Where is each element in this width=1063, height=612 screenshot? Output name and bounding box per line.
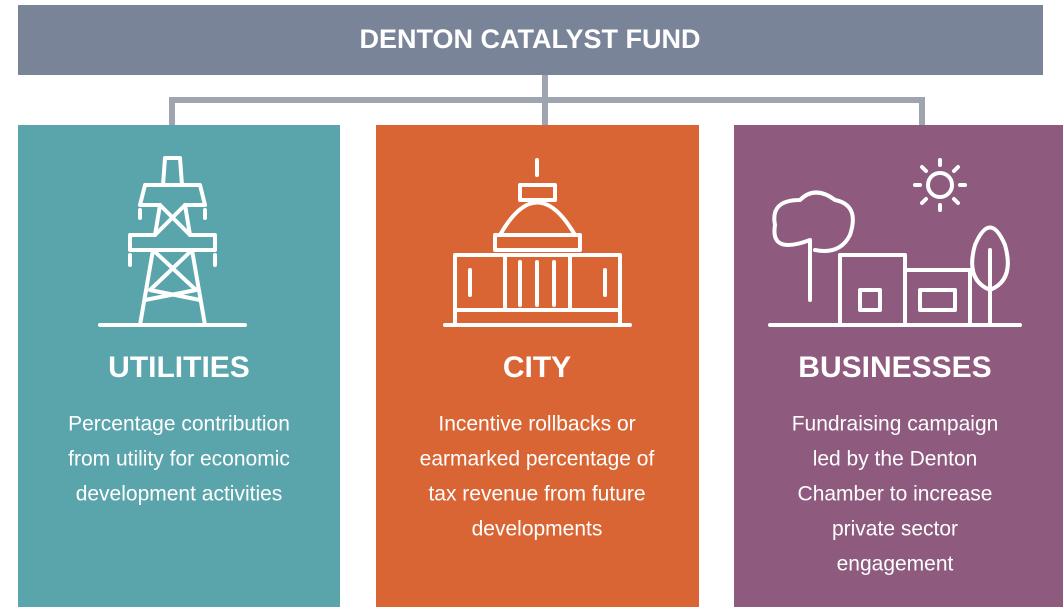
node-description: Incentive rollbacks or [438,413,635,436]
node-title: BUSINESSES [798,351,991,384]
node-description: developments [472,518,603,541]
header-bar [18,5,1043,75]
node-description: Fundraising campaign [792,413,999,436]
connectors [169,75,925,125]
node-description: earmarked percentage of [420,448,655,471]
node-box [376,125,699,607]
node-title: CITY [503,351,571,384]
node-box [734,125,1063,607]
capitol-icon [443,158,632,327]
node-description: Percentage contribution [68,413,290,436]
node-description: engagement [837,553,954,576]
node-description: private sector [832,518,958,541]
node-description: tax revenue from future [428,483,645,506]
node-title: UTILITIES [108,351,250,384]
node-description: from utility for economic [68,448,290,471]
node-box [18,125,340,607]
node-description: led by the Denton [813,448,978,471]
tower-icon [98,156,247,327]
header-title: DENTON CATALYST FUND [359,24,700,54]
business-icon [768,158,1022,327]
node-description: Chamber to increase [798,483,993,506]
node-description: development activities [76,483,283,506]
